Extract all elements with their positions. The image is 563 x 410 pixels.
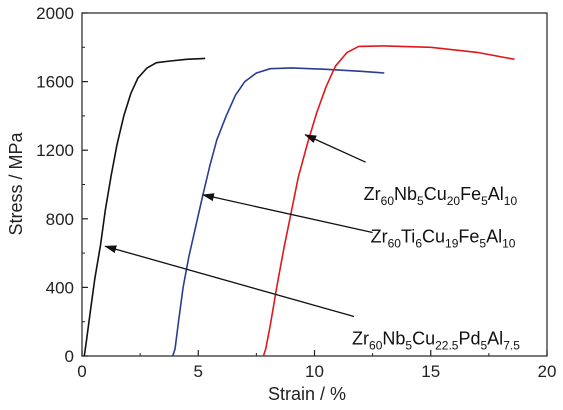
y-tick-label: 2000: [36, 4, 74, 23]
annotation-arrow-1: [304, 134, 366, 163]
y-tick-label: 0: [65, 347, 74, 366]
annotation-arrow-2: [201, 193, 373, 234]
axis-ticks: 0 5 10 15 20 0 400 800 1200 1600 2000: [36, 4, 556, 381]
x-tick-label: 10: [305, 362, 324, 381]
x-tick-label: 5: [194, 362, 203, 381]
x-tick-label: 0: [77, 362, 86, 381]
annotations: Zr60Nb5Cu20Fe5Al10 Zr60Ti6Cu19Fe5Al10 Zr60…: [104, 134, 520, 353]
annotation-label-1: Zr60Nb5Cu20Fe5Al10: [364, 184, 518, 208]
x-tick-label: 20: [538, 362, 557, 381]
x-axis-title: Strain / %: [268, 384, 346, 404]
y-axis-title: Stress / MPa: [6, 132, 26, 236]
annotation-label-3: Zr60Nb5Cu22.5Pd5Al7.5: [352, 329, 520, 353]
x-tick-label: 15: [421, 362, 440, 381]
y-tick-label: 1600: [36, 73, 74, 92]
series-line-1: [83, 57, 206, 357]
y-tick-label: 1200: [36, 141, 74, 160]
series-line-3: [262, 45, 515, 357]
series-lines: [83, 45, 515, 357]
series-line-2: [171, 67, 385, 357]
y-tick-label: 800: [46, 210, 74, 229]
annotation-arrow-3: [104, 245, 355, 318]
y-tick-label: 400: [46, 278, 74, 297]
annotation-label-2: Zr60Ti6Cu19Fe5Al10: [371, 227, 516, 251]
